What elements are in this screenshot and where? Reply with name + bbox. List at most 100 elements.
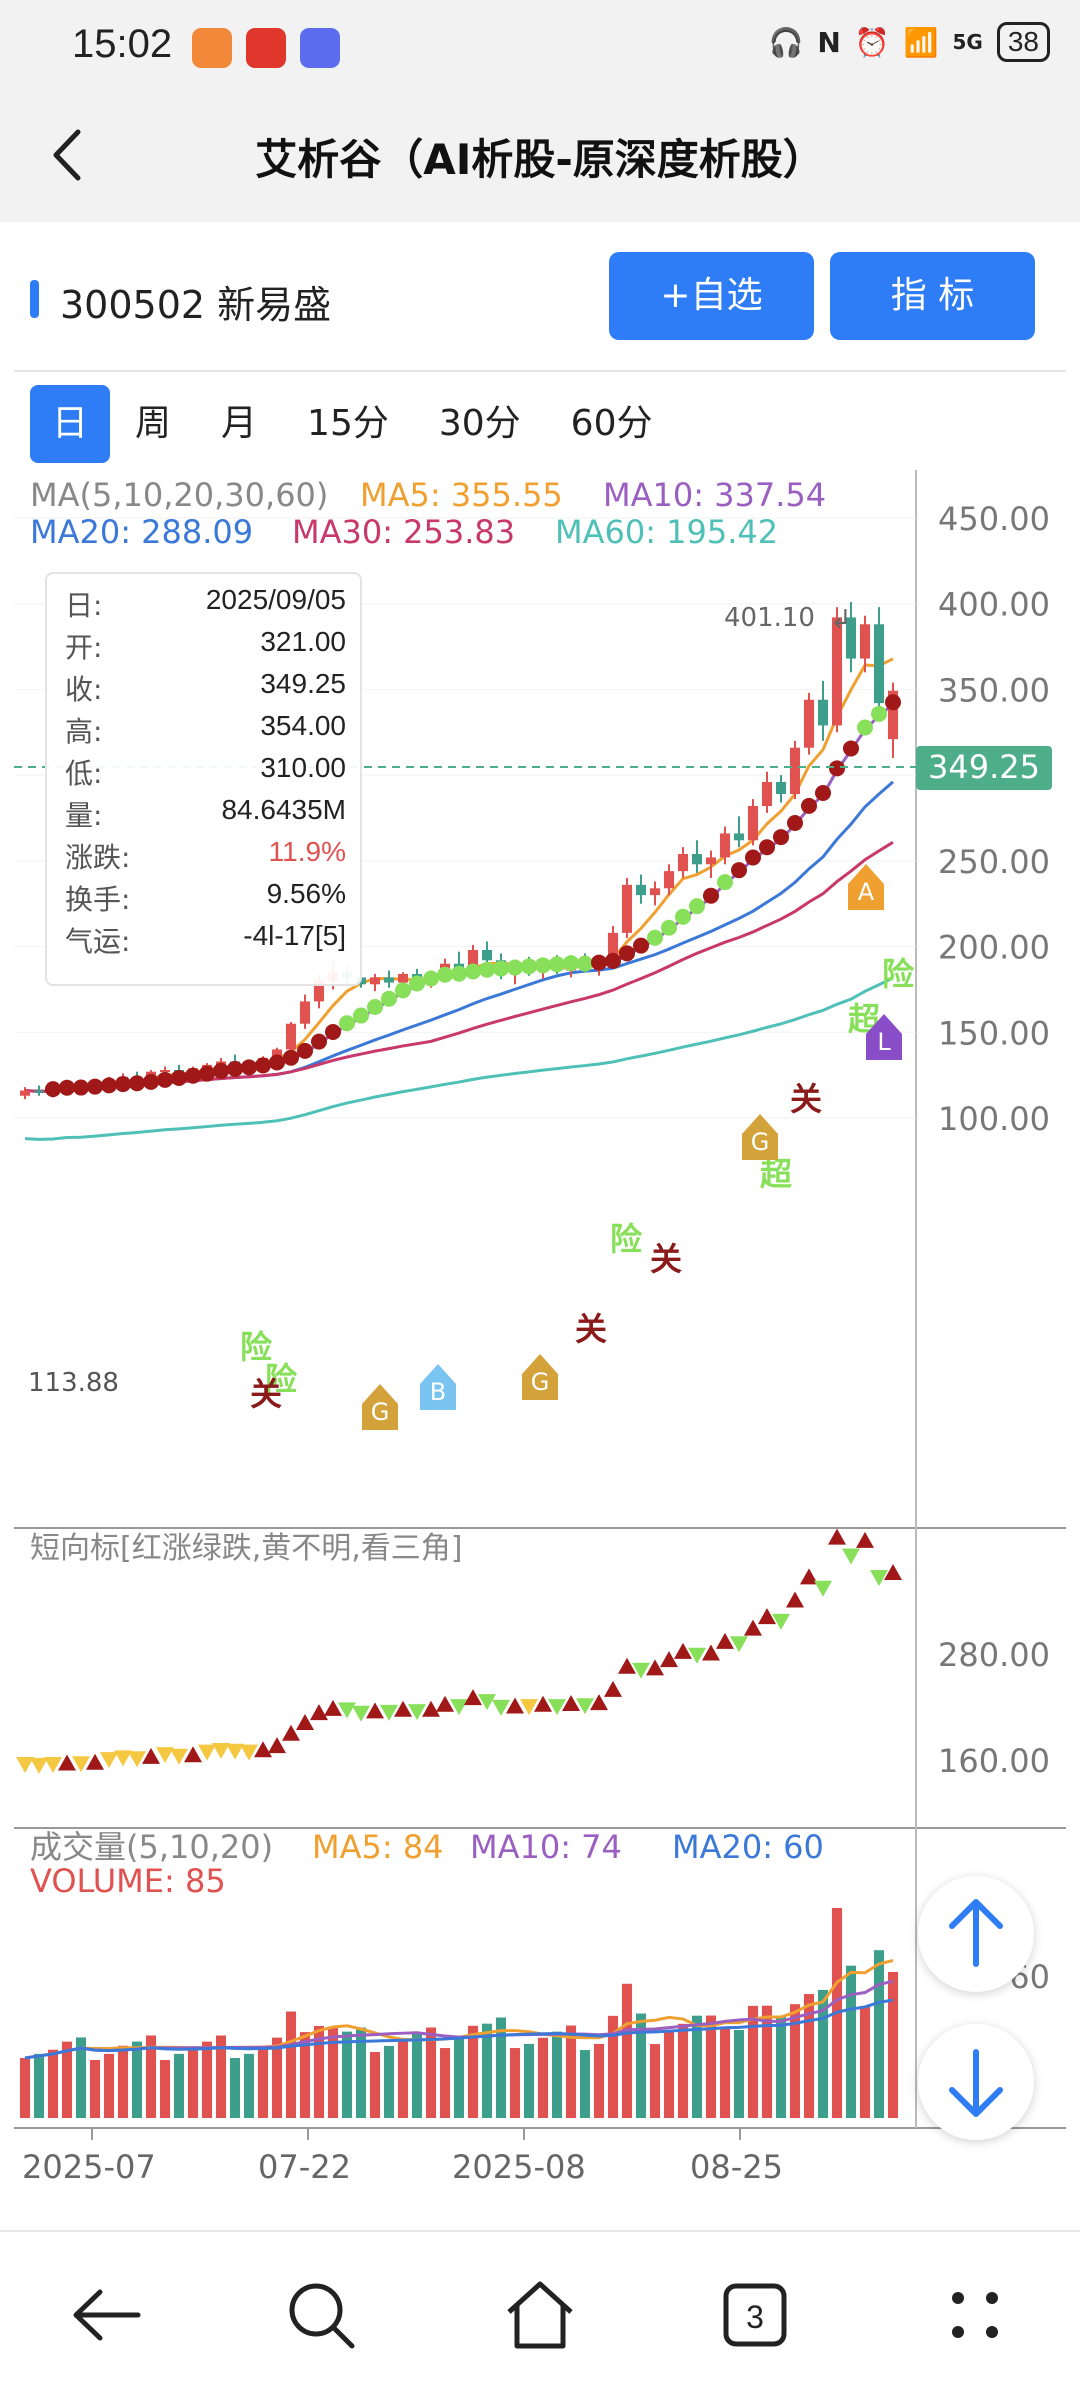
volume-bar (103, 2053, 115, 2118)
wifi-icon: 📶 (903, 25, 939, 59)
price-tag (916, 746, 1052, 790)
divider (14, 370, 1066, 372)
indicator-triangle-down (814, 1580, 832, 1597)
indicator-triangle-down (16, 1757, 34, 1774)
signal-badge (866, 1014, 902, 1060)
indicator-triangle-up (646, 1659, 664, 1676)
volume-bar (257, 2045, 269, 2118)
candle-body (873, 624, 885, 704)
candle-body (705, 857, 717, 865)
volume-bar (453, 2037, 465, 2118)
nav-home-icon[interactable] (495, 2270, 585, 2360)
green-signal-dot (437, 966, 453, 983)
tab-week[interactable]: 周 (135, 403, 172, 444)
volume-bar (271, 2037, 283, 2118)
green-signal-dot (857, 719, 873, 736)
red-signal-dot (773, 829, 789, 846)
price-axis-label: 200.00 (938, 929, 1050, 967)
indicator-button[interactable]: 指 标 (830, 252, 1035, 340)
nav-search-icon[interactable] (276, 2270, 366, 2360)
red-signal-dot (605, 952, 621, 969)
tab-day[interactable]: 日 (30, 385, 111, 463)
indicator-triangle-down (478, 1694, 496, 1711)
signal-badge-label: L (877, 1028, 891, 1056)
red-signal-dot (885, 694, 901, 711)
candle-body (33, 1090, 45, 1093)
signal-label: 超 (760, 1155, 793, 1193)
signal-badge-label: B (430, 1378, 446, 1406)
volume-bar (607, 2015, 619, 2118)
candle-body (719, 833, 731, 858)
volume-bar (537, 2037, 549, 2118)
scroll-up-button[interactable] (918, 1876, 1034, 1992)
info-row-close: 收: 349.25 (65, 668, 346, 706)
red-signal-dot (829, 760, 845, 777)
candle-body (285, 1023, 297, 1050)
scroll-down-button[interactable] (918, 2024, 1034, 2140)
red-signal-dot (787, 815, 803, 832)
volume-bar (859, 2006, 871, 2118)
red-signal-dot (185, 1067, 201, 1084)
nav-menu-icon[interactable] (930, 2270, 1020, 2360)
volume-bar (691, 2015, 703, 2118)
red-signal-dot (269, 1054, 285, 1071)
red-signal-dot (101, 1077, 117, 1094)
volume-bar (775, 2015, 787, 2118)
price-tag-label: 349.25 (928, 748, 1040, 786)
indicator-triangle-down (72, 1756, 90, 1773)
back-icon[interactable] (36, 120, 106, 190)
tab-60min[interactable]: 60分 (570, 403, 653, 444)
indicator-triangle-down (226, 1743, 244, 1760)
indicator-axis-label: 160.00 (938, 1742, 1050, 1780)
indicator-triangle-down (870, 1570, 888, 1586)
candle-body (761, 782, 773, 806)
signal-badge (522, 1354, 558, 1400)
red-signal-dot (129, 1075, 145, 1092)
tab-15min[interactable]: 15分 (307, 403, 389, 444)
volume-bar (509, 2048, 521, 2118)
tab-30min[interactable]: 30分 (438, 403, 521, 444)
status-time: 15:02 (72, 22, 173, 66)
indicator-triangle-down (100, 1752, 118, 1769)
signal-label: 险 (240, 1328, 273, 1366)
green-signal-dot (493, 960, 509, 977)
volume-bar (593, 2043, 605, 2118)
candle-body (747, 806, 759, 841)
red-signal-dot (283, 1049, 299, 1066)
volume-bar (887, 1971, 899, 2118)
indicator-triangle-up (324, 1699, 342, 1716)
candle-body (481, 950, 493, 961)
indicator-triangle-up (884, 1564, 902, 1580)
volume-bar (145, 2035, 157, 2118)
app-icon-red (246, 28, 286, 68)
indicator-triangle-down (520, 1699, 538, 1716)
app-icon-orange (192, 28, 232, 68)
volume-bar (383, 2045, 395, 2118)
volume-bar (397, 2039, 409, 2118)
volume-bar (705, 2015, 717, 2118)
indicator-triangle-up (58, 1754, 76, 1771)
high-marker-label: 401.10 (724, 603, 815, 633)
volume-title: 成交量(5,10,20) (30, 1828, 273, 1866)
nav-back-icon[interactable] (62, 2270, 152, 2360)
indicator-triangle-up (702, 1644, 720, 1661)
price-axis-label: 100.00 (938, 1100, 1050, 1138)
ma30-legend: MA30: 253.83 (292, 513, 515, 551)
candle-body (803, 699, 815, 748)
indicator-triangle-down (632, 1662, 650, 1679)
tab-month[interactable]: 月 (221, 403, 258, 444)
volume-bar (789, 2004, 801, 2118)
indicator-triangle-down (338, 1702, 356, 1719)
candle-body (789, 747, 801, 794)
red-signal-dot (325, 1024, 341, 1040)
add-watchlist-button[interactable]: +自选 (609, 252, 814, 340)
green-signal-dot (507, 959, 523, 976)
price-axis-label: 150.00 (938, 1014, 1050, 1052)
signal-label: 险 (265, 1360, 298, 1398)
volume-bar (845, 1965, 857, 2118)
page-title: 艾析谷（AI析股-原深度析股） (255, 135, 825, 184)
red-signal-dot (843, 740, 859, 757)
volume-bar (285, 2011, 297, 2118)
nav-tabs-icon[interactable]: 3 (710, 2270, 800, 2360)
